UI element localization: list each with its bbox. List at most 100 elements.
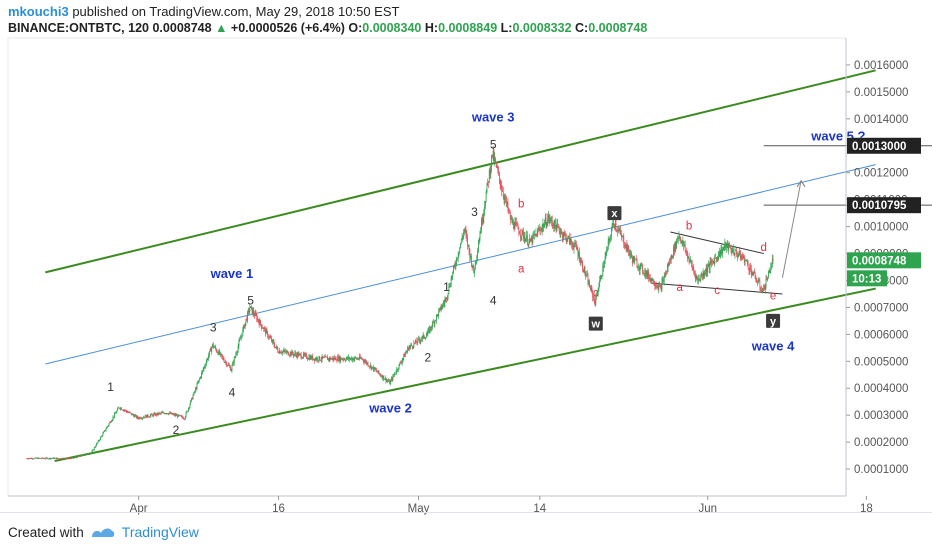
candle-body bbox=[505, 197, 506, 199]
candle-body bbox=[700, 276, 702, 281]
candle-body bbox=[421, 339, 423, 341]
candle-body bbox=[96, 443, 98, 446]
candle-body bbox=[371, 366, 373, 369]
candle-body bbox=[449, 286, 451, 287]
channel-upper-line[interactable] bbox=[45, 69, 876, 274]
candle-body bbox=[234, 356, 236, 358]
candle-body bbox=[736, 250, 737, 254]
candle-body bbox=[361, 358, 363, 359]
candle-body bbox=[388, 380, 390, 382]
candle-body bbox=[460, 243, 461, 248]
candle-body bbox=[73, 457, 75, 459]
triangle-upper-line[interactable] bbox=[670, 231, 764, 255]
candle-body bbox=[55, 457, 57, 459]
author-link[interactable]: mkouchi3 bbox=[8, 4, 69, 19]
candle-body bbox=[502, 191, 504, 197]
candle-body bbox=[243, 325, 244, 330]
candle-body bbox=[670, 259, 671, 261]
candle-body bbox=[499, 179, 501, 186]
candle-body bbox=[204, 366, 206, 368]
wave-number-label: 1 bbox=[107, 380, 114, 394]
candle-body bbox=[317, 357, 318, 361]
candle-body bbox=[173, 413, 175, 415]
candle-body bbox=[165, 413, 167, 415]
candle-body bbox=[155, 413, 157, 416]
candle-body bbox=[663, 279, 664, 282]
candle-body bbox=[748, 268, 750, 271]
channel-lower-line[interactable] bbox=[54, 287, 876, 462]
candle-body bbox=[150, 414, 152, 416]
triangle-lower-line[interactable] bbox=[651, 282, 783, 295]
candle-body bbox=[53, 457, 55, 459]
candle-body bbox=[746, 260, 748, 262]
candle-body bbox=[248, 309, 250, 312]
candle-body bbox=[682, 241, 684, 242]
candle-body bbox=[656, 286, 658, 288]
candle-body bbox=[275, 347, 276, 348]
tradingview-logo-icon[interactable] bbox=[90, 525, 116, 539]
candle-body bbox=[662, 279, 664, 282]
candle-body bbox=[419, 340, 421, 342]
candle-body bbox=[357, 358, 359, 360]
candle-body bbox=[621, 233, 622, 237]
wave-number-label: 3 bbox=[210, 321, 217, 335]
candle-body bbox=[114, 413, 115, 417]
candle-body bbox=[698, 278, 700, 280]
candle-body bbox=[673, 246, 674, 257]
candle-body bbox=[367, 362, 369, 366]
candle-body bbox=[84, 455, 86, 456]
y-tick-label: 0.0006000 bbox=[854, 329, 908, 341]
candle-body bbox=[619, 230, 621, 232]
candle-body bbox=[322, 356, 324, 358]
candle-body bbox=[564, 233, 566, 235]
candle-body bbox=[414, 342, 416, 344]
candle-body bbox=[469, 250, 471, 259]
candle-body bbox=[527, 244, 529, 246]
candle-body bbox=[356, 358, 358, 360]
candle-body bbox=[733, 248, 734, 254]
candle-body bbox=[722, 248, 724, 250]
x-tick-label: May bbox=[408, 503, 430, 515]
candle-body bbox=[365, 361, 367, 362]
candle-body bbox=[386, 380, 388, 382]
candle-body bbox=[538, 229, 540, 231]
y-tick-label: 0.0007000 bbox=[854, 302, 908, 314]
candle-body bbox=[240, 336, 242, 339]
candle-body bbox=[92, 449, 94, 452]
candle-body bbox=[331, 358, 332, 360]
candle-body bbox=[128, 412, 130, 413]
candle-body bbox=[176, 415, 178, 416]
candle-body bbox=[509, 212, 511, 220]
candle-body bbox=[132, 414, 133, 415]
candle-body bbox=[690, 260, 692, 262]
candle-body bbox=[561, 232, 563, 238]
candle-body bbox=[549, 219, 551, 221]
candle-body bbox=[739, 251, 741, 255]
candle-body bbox=[48, 458, 49, 460]
candle-body bbox=[666, 268, 668, 272]
candle-body bbox=[382, 375, 384, 379]
candle-body bbox=[418, 338, 419, 340]
channel-mid-line[interactable] bbox=[45, 164, 876, 365]
candle-body bbox=[188, 407, 190, 409]
candle-body bbox=[415, 340, 416, 343]
candle-body bbox=[648, 271, 650, 279]
created-with-text: Created with bbox=[8, 524, 84, 540]
candle-body bbox=[446, 297, 447, 300]
candle-body bbox=[320, 359, 322, 361]
candle-body bbox=[422, 334, 424, 337]
candle-body bbox=[577, 250, 579, 256]
candle-body bbox=[645, 270, 646, 277]
candle-body bbox=[146, 414, 148, 418]
candle-body bbox=[741, 256, 743, 257]
wave-number-label: 5 bbox=[247, 294, 254, 308]
candle-body bbox=[516, 222, 517, 225]
tradingview-link[interactable]: TradingView bbox=[121, 524, 199, 540]
candle-body bbox=[174, 414, 176, 416]
projection-arrow-line[interactable] bbox=[781, 180, 802, 278]
candle-body bbox=[712, 261, 714, 262]
candle-body bbox=[41, 458, 42, 460]
candle-body bbox=[614, 223, 615, 227]
candle-body bbox=[636, 260, 638, 268]
candle-body bbox=[582, 261, 583, 270]
